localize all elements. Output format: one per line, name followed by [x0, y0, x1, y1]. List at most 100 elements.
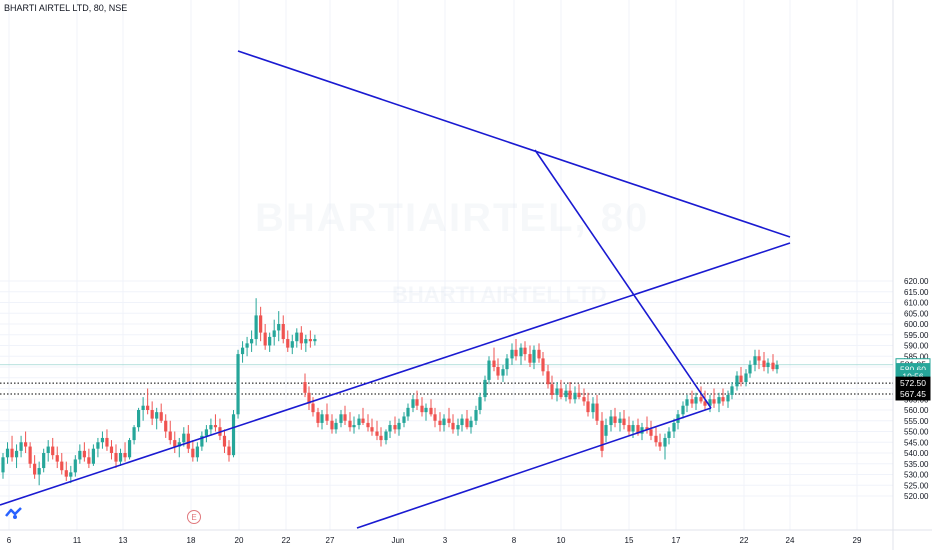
candle-body: [640, 427, 644, 434]
trendline: [0, 242, 791, 506]
x-tick-label: 27: [326, 536, 335, 545]
candle-body: [559, 388, 563, 398]
candle-body: [325, 414, 329, 421]
candle-body: [537, 349, 541, 359]
candle-body: [231, 414, 236, 456]
x-tick-label: 10: [557, 536, 566, 545]
candle-body: [127, 440, 132, 458]
candle-body: [186, 433, 190, 449]
price-label-text: 567.45: [900, 389, 926, 399]
candle-body: [672, 422, 676, 432]
candle-body: [595, 403, 599, 421]
candle-body: [240, 347, 245, 355]
candle-body: [339, 414, 343, 423]
candle-body: [685, 399, 689, 406]
candle-body: [304, 339, 308, 344]
x-tick-label: 15: [625, 536, 634, 545]
candle-body: [164, 420, 168, 432]
y-tick-label: 530.00: [904, 471, 929, 480]
candle-body: [451, 422, 455, 430]
y-tick-label: 535.00: [904, 460, 929, 469]
candle-body: [627, 425, 631, 432]
candle-body: [299, 332, 303, 344]
candle-body: [191, 448, 195, 458]
candle-body: [10, 448, 14, 458]
candle-body: [250, 339, 254, 344]
x-tick-label: 8: [512, 536, 517, 545]
candle-body: [438, 420, 442, 426]
candle-body: [281, 324, 285, 340]
y-tick-label: 585.00: [904, 352, 929, 361]
y-tick-label: 610.00: [904, 299, 929, 308]
candle-body: [478, 397, 482, 410]
candle-body: [150, 410, 154, 419]
candle-body: [87, 457, 91, 464]
candle-body: [618, 418, 622, 423]
candle-body: [442, 418, 446, 426]
y-tick-label: 620.00: [904, 277, 929, 286]
candle-body: [505, 358, 509, 370]
candle-body: [613, 416, 617, 423]
candle-body: [290, 341, 294, 348]
candle-body: [42, 453, 46, 469]
candle-body: [370, 427, 374, 432]
candle-body: [311, 403, 315, 413]
candle-body: [546, 371, 550, 385]
candle-body: [313, 339, 317, 342]
y-tick-label: 600.00: [904, 320, 929, 329]
candle-body: [159, 412, 163, 421]
price-label-box: [895, 387, 931, 401]
candle-body: [379, 435, 383, 441]
y-tick-label: 595.00: [904, 331, 929, 340]
candle-body: [397, 422, 401, 430]
candle-body: [375, 431, 379, 436]
candle-body: [420, 405, 424, 413]
candle-body: [155, 412, 159, 419]
candle-body: [712, 399, 716, 404]
candle-body: [100, 437, 105, 443]
candle-body: [348, 420, 352, 428]
candle-body: [415, 399, 419, 406]
candle-body: [316, 412, 320, 423]
candle-body: [645, 427, 649, 430]
candle-body: [528, 354, 532, 363]
candle-body: [286, 339, 290, 348]
candle-body: [334, 422, 338, 430]
y-tick-label: 555.00: [904, 417, 929, 426]
candle-body: [465, 418, 469, 428]
candle-body: [492, 360, 496, 367]
candle-body: [33, 463, 37, 475]
candle-body: [649, 429, 653, 436]
x-tick-label: 11: [73, 536, 82, 545]
candle-body: [343, 414, 347, 421]
candle-body: [308, 339, 312, 342]
earnings-marker-icon[interactable]: E: [187, 510, 201, 524]
candle-body: [573, 392, 577, 400]
candle-body: [254, 315, 258, 340]
candle-body: [182, 433, 186, 443]
tradingview-logo-icon[interactable]: [5, 506, 23, 520]
candle-body: [114, 453, 118, 462]
candle-body: [268, 336, 272, 346]
candle-body: [663, 437, 667, 447]
candle-body: [564, 390, 568, 398]
x-tick-label: 6: [7, 536, 12, 545]
candle-body: [259, 315, 263, 333]
candle-body: [460, 418, 464, 426]
candle-body: [483, 379, 487, 398]
candle-body: [622, 418, 626, 426]
symbol-title[interactable]: BHARTI AIRTEL LTD, 80, NSE: [4, 3, 128, 13]
x-tick-label: Jun: [392, 536, 405, 545]
candle-body: [361, 418, 365, 423]
candle-body: [433, 414, 437, 421]
x-tick-label: 24: [786, 536, 795, 545]
candle-body: [352, 425, 356, 428]
price-label-text: 10:56: [902, 371, 924, 381]
candle-body: [762, 360, 766, 367]
candle-body: [658, 442, 662, 447]
candle-body: [82, 450, 86, 458]
candle-body: [523, 347, 527, 355]
candle-body: [118, 453, 123, 462]
